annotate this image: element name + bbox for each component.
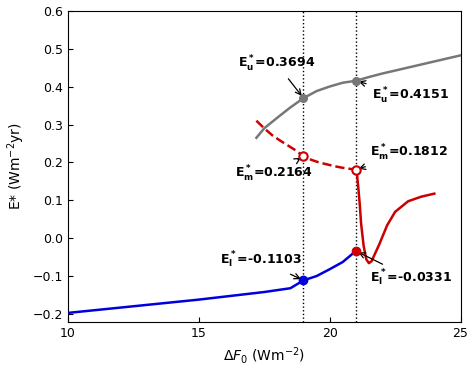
Text: $\mathbf{E^*_m}$=0.1812: $\mathbf{E^*_m}$=0.1812 xyxy=(360,143,448,169)
Y-axis label: E* (Wm$^{-2}$yr): E* (Wm$^{-2}$yr) xyxy=(6,122,27,210)
X-axis label: $\Delta F_0$ (Wm$^{-2}$): $\Delta F_0$ (Wm$^{-2}$) xyxy=(223,346,305,366)
Text: $\mathbf{E^*_m}$=0.2164: $\mathbf{E^*_m}$=0.2164 xyxy=(236,158,313,184)
Text: $\mathbf{E^*_u}$=0.4151: $\mathbf{E^*_u}$=0.4151 xyxy=(360,81,448,106)
Text: $\mathbf{E^*_l}$=-0.0331: $\mathbf{E^*_l}$=-0.0331 xyxy=(360,253,452,288)
Text: $\mathbf{E^*_u}$=0.3694: $\mathbf{E^*_u}$=0.3694 xyxy=(238,54,315,95)
Text: $\mathbf{E^*_l}$=-0.1103: $\mathbf{E^*_l}$=-0.1103 xyxy=(220,250,301,279)
